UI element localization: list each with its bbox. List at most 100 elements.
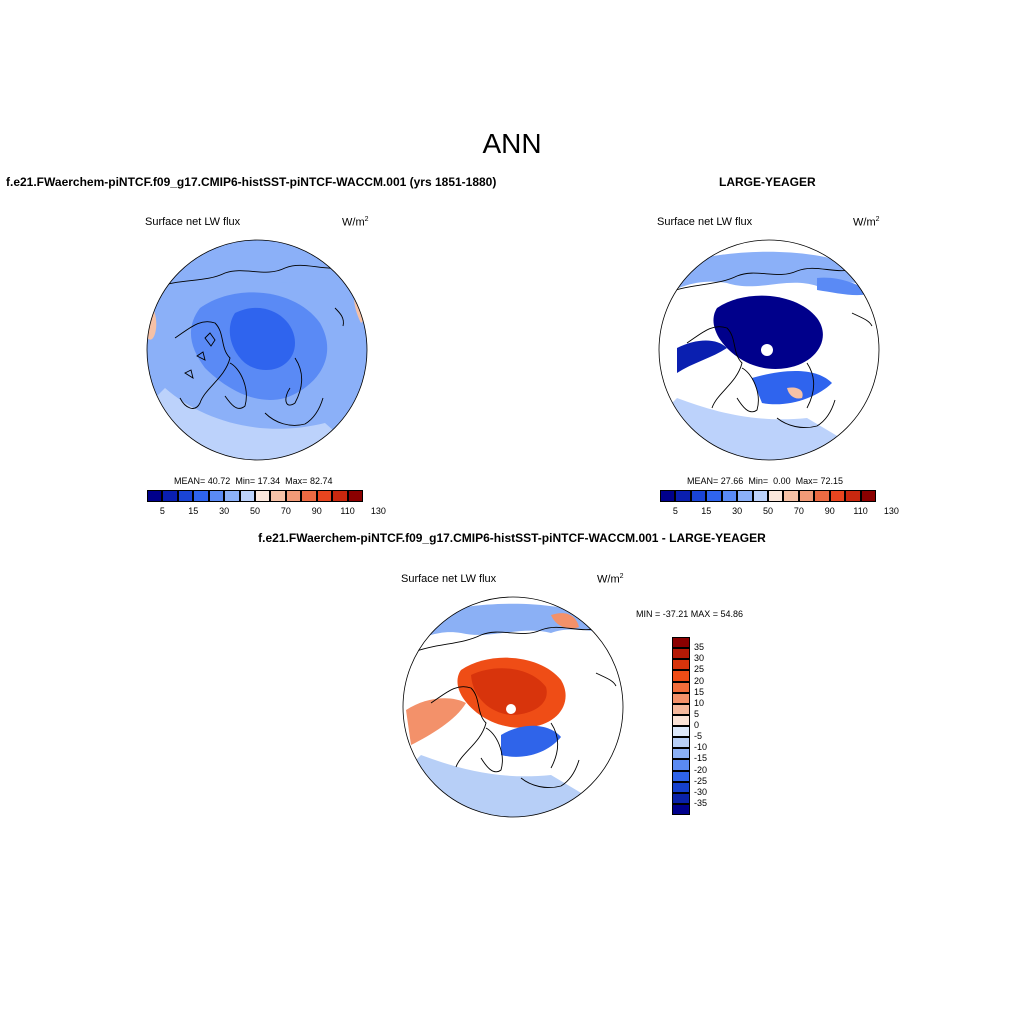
panel3-polar-map — [402, 596, 624, 818]
panel1-case-title: f.e21.FWaerchem-piNTCF.f09_g17.CMIP6-his… — [6, 175, 497, 189]
colorbar-tick-label: 35 — [694, 642, 705, 653]
colorbar-tick-label: 70 — [793, 506, 804, 516]
colorbar-tick-label: -25 — [694, 775, 708, 786]
panel2-map-border — [658, 239, 880, 461]
panel1-units: W/m2 — [342, 216, 369, 229]
colorbar-tick-label: -10 — [694, 742, 708, 753]
panel3-field-label: Surface net LW flux — [401, 573, 497, 585]
panel3-coastlines — [410, 626, 617, 789]
colorbar-swatch — [721, 490, 738, 502]
colorbar-swatch — [672, 648, 690, 660]
colorbar-swatch — [270, 490, 286, 502]
panel1-polar-map — [146, 239, 368, 461]
panel1-stats: MEAN= 40.72 Min= 17.34 Max= 82.74 — [174, 476, 333, 486]
panel3-colorbar-ticks: 35 30 25 20 15 10 5 0 -5 -10 -15 -20 -25 -30 -35 — [694, 637, 734, 815]
colorbar-swatch — [177, 490, 194, 502]
colorbar-swatch — [147, 490, 163, 502]
colorbar-tick-label: -15 — [694, 753, 708, 764]
colorbar-tick-label: 15 — [694, 686, 705, 697]
colorbar-swatch — [672, 803, 690, 815]
colorbar-swatch — [672, 759, 690, 771]
colorbar-swatch — [860, 490, 876, 502]
colorbar-swatch — [672, 726, 690, 738]
colorbar-swatch — [706, 490, 722, 502]
colorbar-tick-label: 5 — [694, 708, 700, 719]
panel2-field-region-northeast — [817, 277, 872, 296]
colorbar-tick-label: 5 — [159, 506, 165, 516]
colorbar-tick-label: 70 — [280, 506, 291, 516]
colorbar-swatch — [672, 681, 690, 693]
colorbar-tick-label: 5 — [672, 506, 678, 516]
colorbar-swatch — [347, 490, 363, 502]
colorbar-swatch — [224, 490, 240, 502]
colorbar-tick-label: 90 — [824, 506, 835, 516]
panel1-field-region-south — [147, 388, 367, 460]
colorbar-tick-label: 0 — [694, 720, 700, 730]
panel2-case-title: LARGE-YEAGER — [719, 175, 816, 189]
panel2-field-region-warm — [787, 387, 803, 399]
panel1-coastlines — [154, 264, 346, 426]
panel2-coastlines — [666, 267, 873, 429]
colorbar-tick-label: 20 — [694, 675, 705, 686]
colorbar-swatch — [675, 490, 691, 502]
colorbar-tick-label: -20 — [694, 764, 708, 775]
panel2-field-region-arctic — [713, 295, 823, 369]
colorbar-tick-label: 25 — [694, 664, 705, 675]
panel2-pole-hole — [761, 344, 773, 356]
colorbar-tick-label: 15 — [701, 506, 712, 516]
panel1-colorbar-ticks: 5 15 30 50 70 90 110 130 — [147, 506, 386, 518]
panel3-pole-hole — [506, 704, 516, 714]
panel3-field-region-west — [406, 698, 466, 745]
panel3-field-region-warm-north — [551, 613, 579, 629]
colorbar-tick-label: 50 — [249, 506, 260, 516]
colorbar-tick-label: 15 — [188, 506, 199, 516]
panel1-field-region-band — [205, 398, 275, 423]
panel2-field-region-west — [677, 340, 727, 373]
colorbar-tick-label: 90 — [311, 506, 322, 516]
panel3-field-region-atlantic — [501, 725, 561, 757]
colorbar-swatch — [332, 490, 348, 502]
panel3-case-title: f.e21.FWaerchem-piNTCF.f09_g17.CMIP6-his… — [258, 531, 766, 545]
colorbar-tick-label: 30 — [732, 506, 743, 516]
panel1-map-border — [146, 239, 368, 461]
colorbar-tick-label: 130 — [883, 506, 899, 516]
colorbar-swatch — [845, 490, 861, 502]
colorbar-swatch — [672, 659, 690, 671]
colorbar-swatch — [285, 490, 302, 502]
colorbar-swatch — [239, 490, 255, 502]
colorbar-swatch — [672, 792, 690, 804]
colorbar-swatch — [193, 490, 209, 502]
colorbar-swatch — [690, 490, 707, 502]
colorbar-swatch — [672, 748, 690, 760]
colorbar-tick-label: 130 — [370, 506, 386, 516]
colorbar-swatch — [660, 490, 676, 502]
panel2-field-label: Surface net LW flux — [657, 216, 753, 228]
colorbar-swatch — [672, 670, 690, 682]
panel2-stats: MEAN= 27.66 Min= 0.00 Max= 72.15 — [687, 476, 843, 486]
panel2-units: W/m2 — [853, 216, 880, 229]
colorbar-swatch — [672, 781, 690, 793]
colorbar-tick-label: -35 — [694, 797, 708, 808]
colorbar-swatch — [301, 490, 317, 502]
colorbar-tick-label: 10 — [694, 697, 705, 708]
colorbar-swatch — [162, 490, 178, 502]
colorbar-swatch — [752, 490, 768, 502]
panel3-stats: MIN = -37.21 MAX = 54.86 — [636, 609, 744, 619]
panel2-polar-map — [658, 239, 880, 461]
colorbar-tick-label: -5 — [694, 731, 703, 742]
colorbar-swatch — [316, 490, 333, 502]
colorbar-swatch — [208, 490, 225, 502]
colorbar-swatch — [768, 490, 784, 502]
colorbar-swatch — [672, 692, 690, 704]
colorbar-swatch — [672, 703, 690, 715]
colorbar-tick-label: 30 — [694, 653, 705, 664]
colorbar-swatch — [798, 490, 815, 502]
colorbar-tick-label: 50 — [762, 506, 773, 516]
panel3-map-border — [402, 596, 624, 818]
colorbar-tick-label: 110 — [340, 506, 355, 516]
colorbar-swatch — [672, 737, 690, 749]
panel1-colorbar — [147, 490, 363, 502]
colorbar-tick-label: 110 — [853, 506, 868, 516]
colorbar-swatch — [672, 637, 690, 649]
colorbar-swatch — [672, 770, 690, 782]
